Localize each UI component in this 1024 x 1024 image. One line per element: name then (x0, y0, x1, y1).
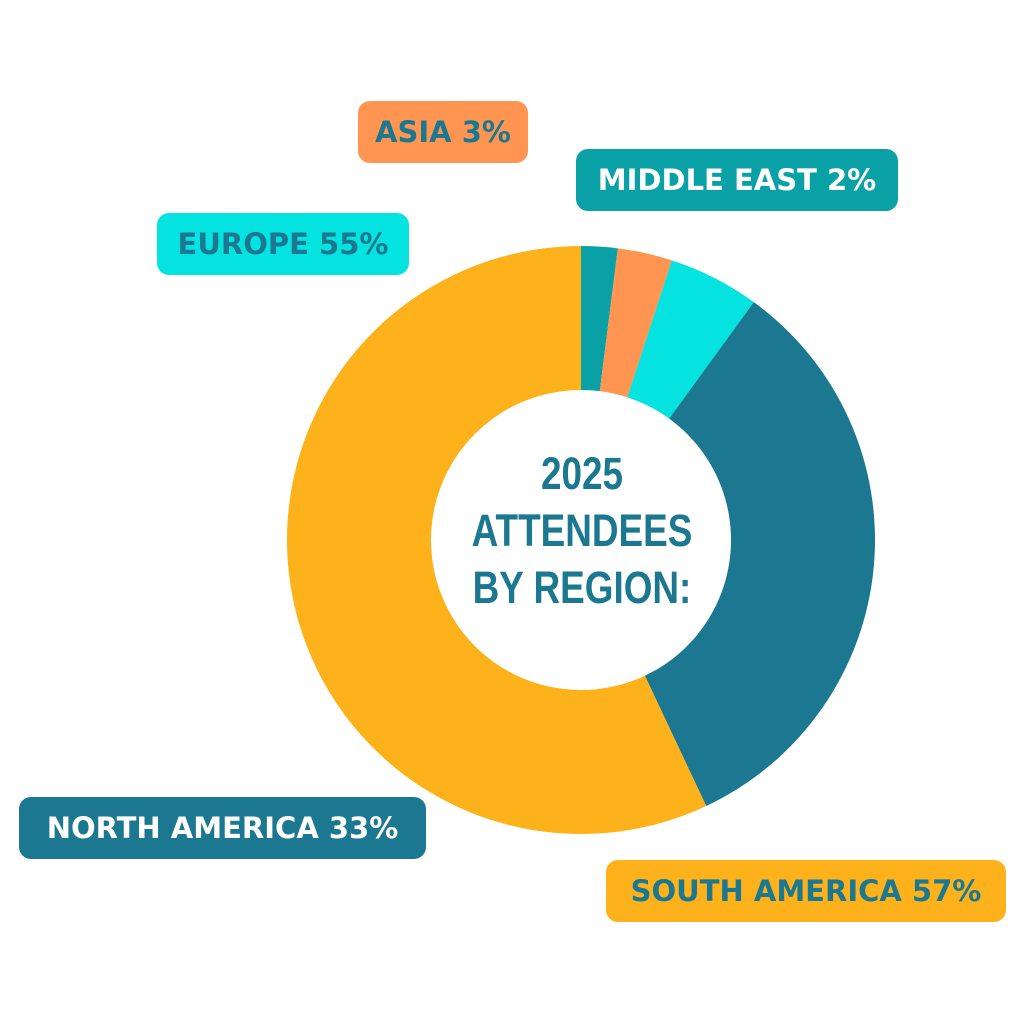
label-middle-east: MIDDLE EAST 2% (576, 149, 898, 211)
slice-middle-east (581, 246, 618, 392)
label-north-america: NORTH AMERICA 33% (19, 797, 426, 859)
label-south-america: SOUTH AMERICA 57% (606, 860, 1006, 922)
label-europe: EUROPE 55% (157, 213, 409, 275)
slice-asia (599, 248, 672, 398)
slice-north-america (644, 302, 876, 807)
slice-south-america (287, 245, 707, 834)
title-line-by-region: BY REGION: (472, 562, 692, 613)
title-line-attendees: ATTENDEES (471, 505, 693, 556)
label-asia: ASIA 3% (358, 101, 528, 163)
chart-center-title: 2025 ATTENDEES BY REGION: (459, 445, 705, 616)
title-line-year: 2025 (540, 448, 624, 499)
slice-europe (627, 260, 754, 419)
